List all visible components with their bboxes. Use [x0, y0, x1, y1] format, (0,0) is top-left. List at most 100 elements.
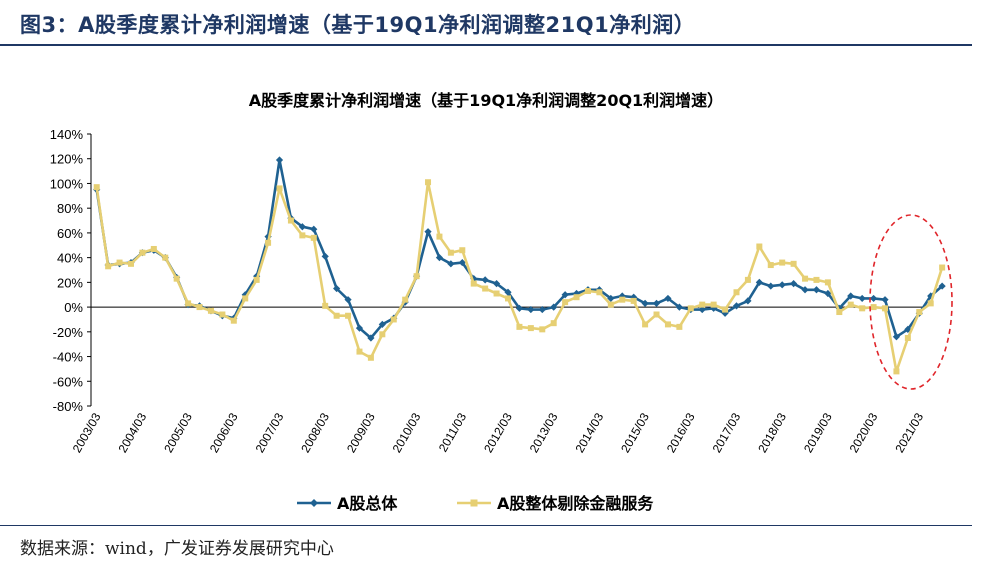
data-point: [836, 309, 843, 316]
data-point: [333, 312, 340, 319]
data-point: [859, 305, 866, 312]
data-point: [470, 280, 477, 287]
footer-divider: [0, 525, 972, 526]
x-tick-label: 2009/03: [344, 410, 378, 455]
data-point: [310, 225, 318, 233]
data-point: [402, 296, 409, 303]
data-point: [436, 233, 443, 240]
data-point: [687, 305, 694, 312]
data-point: [139, 249, 146, 256]
data-point: [778, 281, 786, 289]
data-point: [253, 276, 260, 283]
data-point: [699, 301, 706, 308]
x-tick-label: 2011/03: [436, 410, 470, 454]
data-point: [447, 249, 454, 256]
data-point: [299, 232, 306, 239]
x-tick-label: 2010/03: [390, 410, 424, 455]
data-point: [562, 299, 569, 306]
data-point: [824, 279, 831, 286]
chart-title: A股季度累计净利润增速（基于19Q1净利润调整20Q1利润增速）: [249, 91, 723, 110]
x-tick-label: 2015/03: [618, 410, 652, 455]
data-point: [196, 304, 203, 311]
x-tick-label: 2006/03: [207, 410, 241, 455]
data-point: [939, 264, 946, 271]
data-point: [539, 326, 546, 333]
data-point: [733, 289, 740, 296]
y-tick-label: 40%: [57, 251, 83, 266]
x-tick-label: 2012/03: [481, 410, 515, 455]
data-point: [812, 286, 821, 294]
data-point: [618, 292, 626, 300]
data-point: [219, 311, 226, 318]
data-point: [630, 293, 638, 301]
x-tick-label: 2017/03: [710, 410, 744, 455]
data-point: [927, 300, 934, 307]
legend: A股总体 A股整体剔除金融服务: [297, 494, 654, 513]
data-point: [767, 262, 774, 269]
data-point: [345, 312, 352, 319]
data-point: [572, 289, 581, 298]
data-point: [493, 290, 500, 297]
data-point: [321, 252, 329, 260]
data-point: [779, 259, 786, 266]
data-point: [116, 259, 123, 266]
data-point: [355, 324, 364, 332]
data-point: [676, 323, 683, 330]
x-tick-label: 2020/03: [847, 410, 881, 455]
data-point: [755, 278, 763, 286]
x-tick-label: 2014/03: [572, 410, 606, 455]
y-tick-label: 60%: [57, 226, 83, 241]
x-tick-label: 2003/03: [70, 410, 104, 455]
x-tick-label: 2007/03: [253, 410, 287, 455]
data-point: [424, 228, 432, 236]
data-point: [642, 321, 649, 328]
data-point: [390, 316, 397, 323]
x-tick-label: 2004/03: [115, 410, 149, 455]
data-point: [413, 273, 420, 280]
x-tick-label: 2008/03: [298, 410, 332, 455]
y-tick-label: -20%: [53, 325, 84, 340]
data-point: [641, 299, 649, 307]
data-point: [607, 301, 614, 308]
data-point: [150, 245, 157, 252]
data-point: [367, 334, 375, 342]
y-tick-label: 20%: [57, 275, 83, 290]
data-point: [847, 292, 855, 300]
x-tick-label: 2019/03: [801, 410, 835, 455]
data-point: [322, 302, 329, 309]
legend-marker: [310, 499, 318, 507]
data-point: [515, 304, 524, 312]
data-point: [459, 247, 466, 254]
data-point: [882, 305, 889, 312]
data-point: [881, 296, 889, 304]
data-point: [356, 348, 363, 355]
chart: A股季度累计净利润增速（基于19Q1净利润调整20Q1利润增速） -80% -60…: [50, 91, 953, 513]
data-point: [767, 282, 775, 290]
data-point: [756, 243, 763, 250]
data-point: [675, 303, 683, 311]
data-point: [824, 289, 832, 298]
data-point: [458, 258, 466, 267]
y-tick-label: 80%: [57, 201, 83, 216]
data-point: [802, 275, 809, 282]
data-point: [550, 320, 557, 327]
data-point: [378, 320, 386, 328]
data-point: [492, 280, 501, 288]
figure-header: 图3：A股季度累计净利润增速（基于19Q1净利润调整21Q1净利润）: [0, 0, 972, 46]
data-point: [858, 294, 866, 303]
data-point: [435, 254, 444, 262]
data-point: [287, 217, 294, 224]
y-tick-label: 0%: [64, 300, 83, 315]
data-point: [652, 299, 661, 307]
data-point: [869, 294, 878, 303]
legend-label: A股总体: [337, 494, 398, 513]
data-point: [344, 296, 352, 304]
data-point: [664, 321, 671, 328]
data-point: [275, 156, 284, 164]
x-tick-label: 2005/03: [161, 410, 195, 455]
legend-item-2: A股整体剔除金融服务: [457, 494, 654, 513]
x-tick-label: 2018/03: [755, 410, 789, 455]
data-point: [584, 288, 591, 295]
data-point: [425, 179, 432, 186]
y-tick-label: -40%: [53, 350, 84, 365]
